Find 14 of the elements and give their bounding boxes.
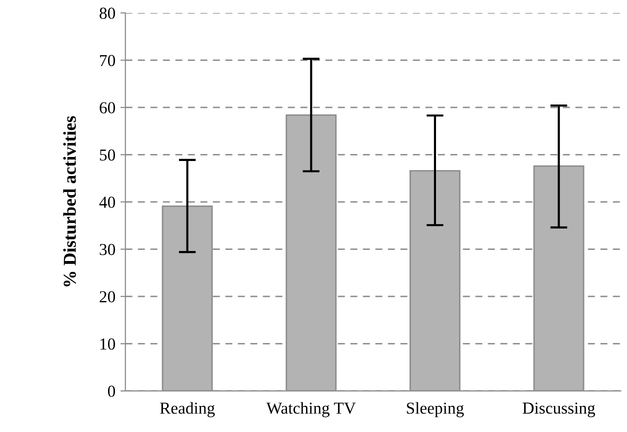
x-tick-label: Watching TV	[266, 402, 356, 418]
x-tick-label: Discussing	[522, 402, 596, 418]
y-tick-label: 0	[108, 386, 116, 397]
x-tick-label: Sleeping	[406, 402, 464, 418]
y-tick-label: 50	[100, 149, 116, 161]
y-axis-title: % Disturbed activities	[63, 116, 76, 286]
y-tick-label: 10	[100, 338, 116, 350]
y-tick-label: 70	[100, 54, 116, 66]
y-tick-label: 30	[100, 244, 116, 256]
y-tick-label: 40	[99, 196, 116, 208]
y-tick-label: 20	[100, 291, 116, 302]
y-tick-label: 60	[100, 102, 116, 114]
y-tick-label: 80	[100, 8, 116, 19]
x-tick-label: Reading	[160, 402, 215, 418]
